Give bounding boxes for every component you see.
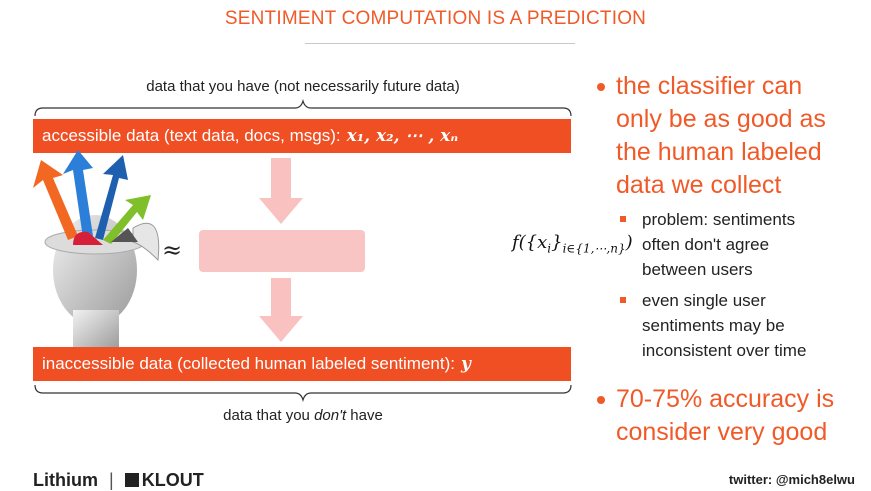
bullet-dot-1	[597, 83, 605, 91]
top-brace	[34, 98, 572, 117]
model-placeholder-box	[199, 230, 365, 272]
classifier-formula: f({xi}i∈{1,⋯,n})	[512, 232, 633, 256]
sub-bullet-2-line: sentiments may be	[642, 316, 785, 335]
sub-bullet-1-line: often don't agree	[642, 235, 770, 254]
bullet-main-1: the classifier can only be as good as th…	[616, 70, 826, 202]
sub-bullet-1: problem: sentiments often don't agree be…	[642, 207, 795, 282]
formula-index: i	[547, 241, 552, 256]
bottom-brace-label-post: have	[346, 407, 383, 424]
accessible-data-math: x₁, x₂, ⋯ , xₙ	[346, 126, 459, 146]
top-brace-label: data that you have (not necessarily futu…	[146, 78, 460, 95]
bullet-dot-2	[597, 396, 605, 404]
formula-close: }	[551, 232, 563, 253]
sub-bullet-2-line: even single user	[642, 291, 766, 310]
formula-subscript: i∈{1,⋯,n}	[562, 241, 626, 256]
accessible-data-band: accessible data (text data, docs, msgs):…	[33, 119, 571, 153]
logo-separator: |	[109, 470, 114, 490]
slide-title: SENTIMENT COMPUTATION IS A PREDICTION	[224, 8, 647, 29]
klout-logo-icon	[124, 473, 139, 487]
sub-bullet-square-1	[620, 216, 626, 222]
lithium-logo: Lithium	[33, 470, 98, 490]
bullet-main-2-line: 70-75% accuracy is	[616, 385, 835, 413]
bullet-main-1-line: the human labeled	[616, 138, 822, 166]
twitter-handle: twitter: @mich8elwu	[728, 472, 855, 487]
bullet-main-1-line: data we collect	[616, 171, 782, 199]
down-arrow-bottom	[259, 278, 303, 342]
approx-symbol: ≈	[162, 236, 183, 264]
down-arrow-top	[259, 158, 303, 224]
bullet-main-2: 70-75% accuracy is consider very good	[616, 383, 834, 449]
klout-logo: KLOUT	[141, 470, 204, 490]
bullet-main-2-line: consider very good	[616, 418, 828, 446]
sub-bullet-2-line: inconsistent over time	[642, 341, 807, 360]
sub-bullet-1-line: problem: sentiments	[642, 210, 796, 229]
inaccessible-data-math: y	[460, 354, 471, 374]
bottom-brace	[34, 384, 572, 403]
accessible-data-label: accessible data (text data, docs, msgs):	[42, 126, 341, 145]
bullet-main-1-line: only be as good as	[616, 105, 826, 133]
inaccessible-data-band: inaccessible data (collected human label…	[33, 347, 571, 381]
formula-end: )	[625, 232, 633, 253]
bottom-brace-label-pre: data that you	[223, 407, 315, 424]
formula-main: f({x	[512, 232, 548, 253]
sub-bullet-square-2	[620, 297, 626, 303]
sub-bullet-1-line: between users	[642, 260, 753, 279]
title-divider	[305, 43, 575, 44]
bullet-main-1-line: the classifier can	[616, 72, 803, 100]
inaccessible-data-label: inaccessible data (collected human label…	[42, 354, 455, 373]
sub-bullet-2: even single user sentiments may be incon…	[642, 288, 806, 363]
head-with-arrows-illustration	[33, 150, 160, 350]
bottom-brace-label: data that you don't have	[33, 407, 573, 424]
bottom-brace-label-emphasis: don't	[314, 407, 347, 424]
footer-logos: Lithium | KLOUT	[33, 470, 204, 491]
